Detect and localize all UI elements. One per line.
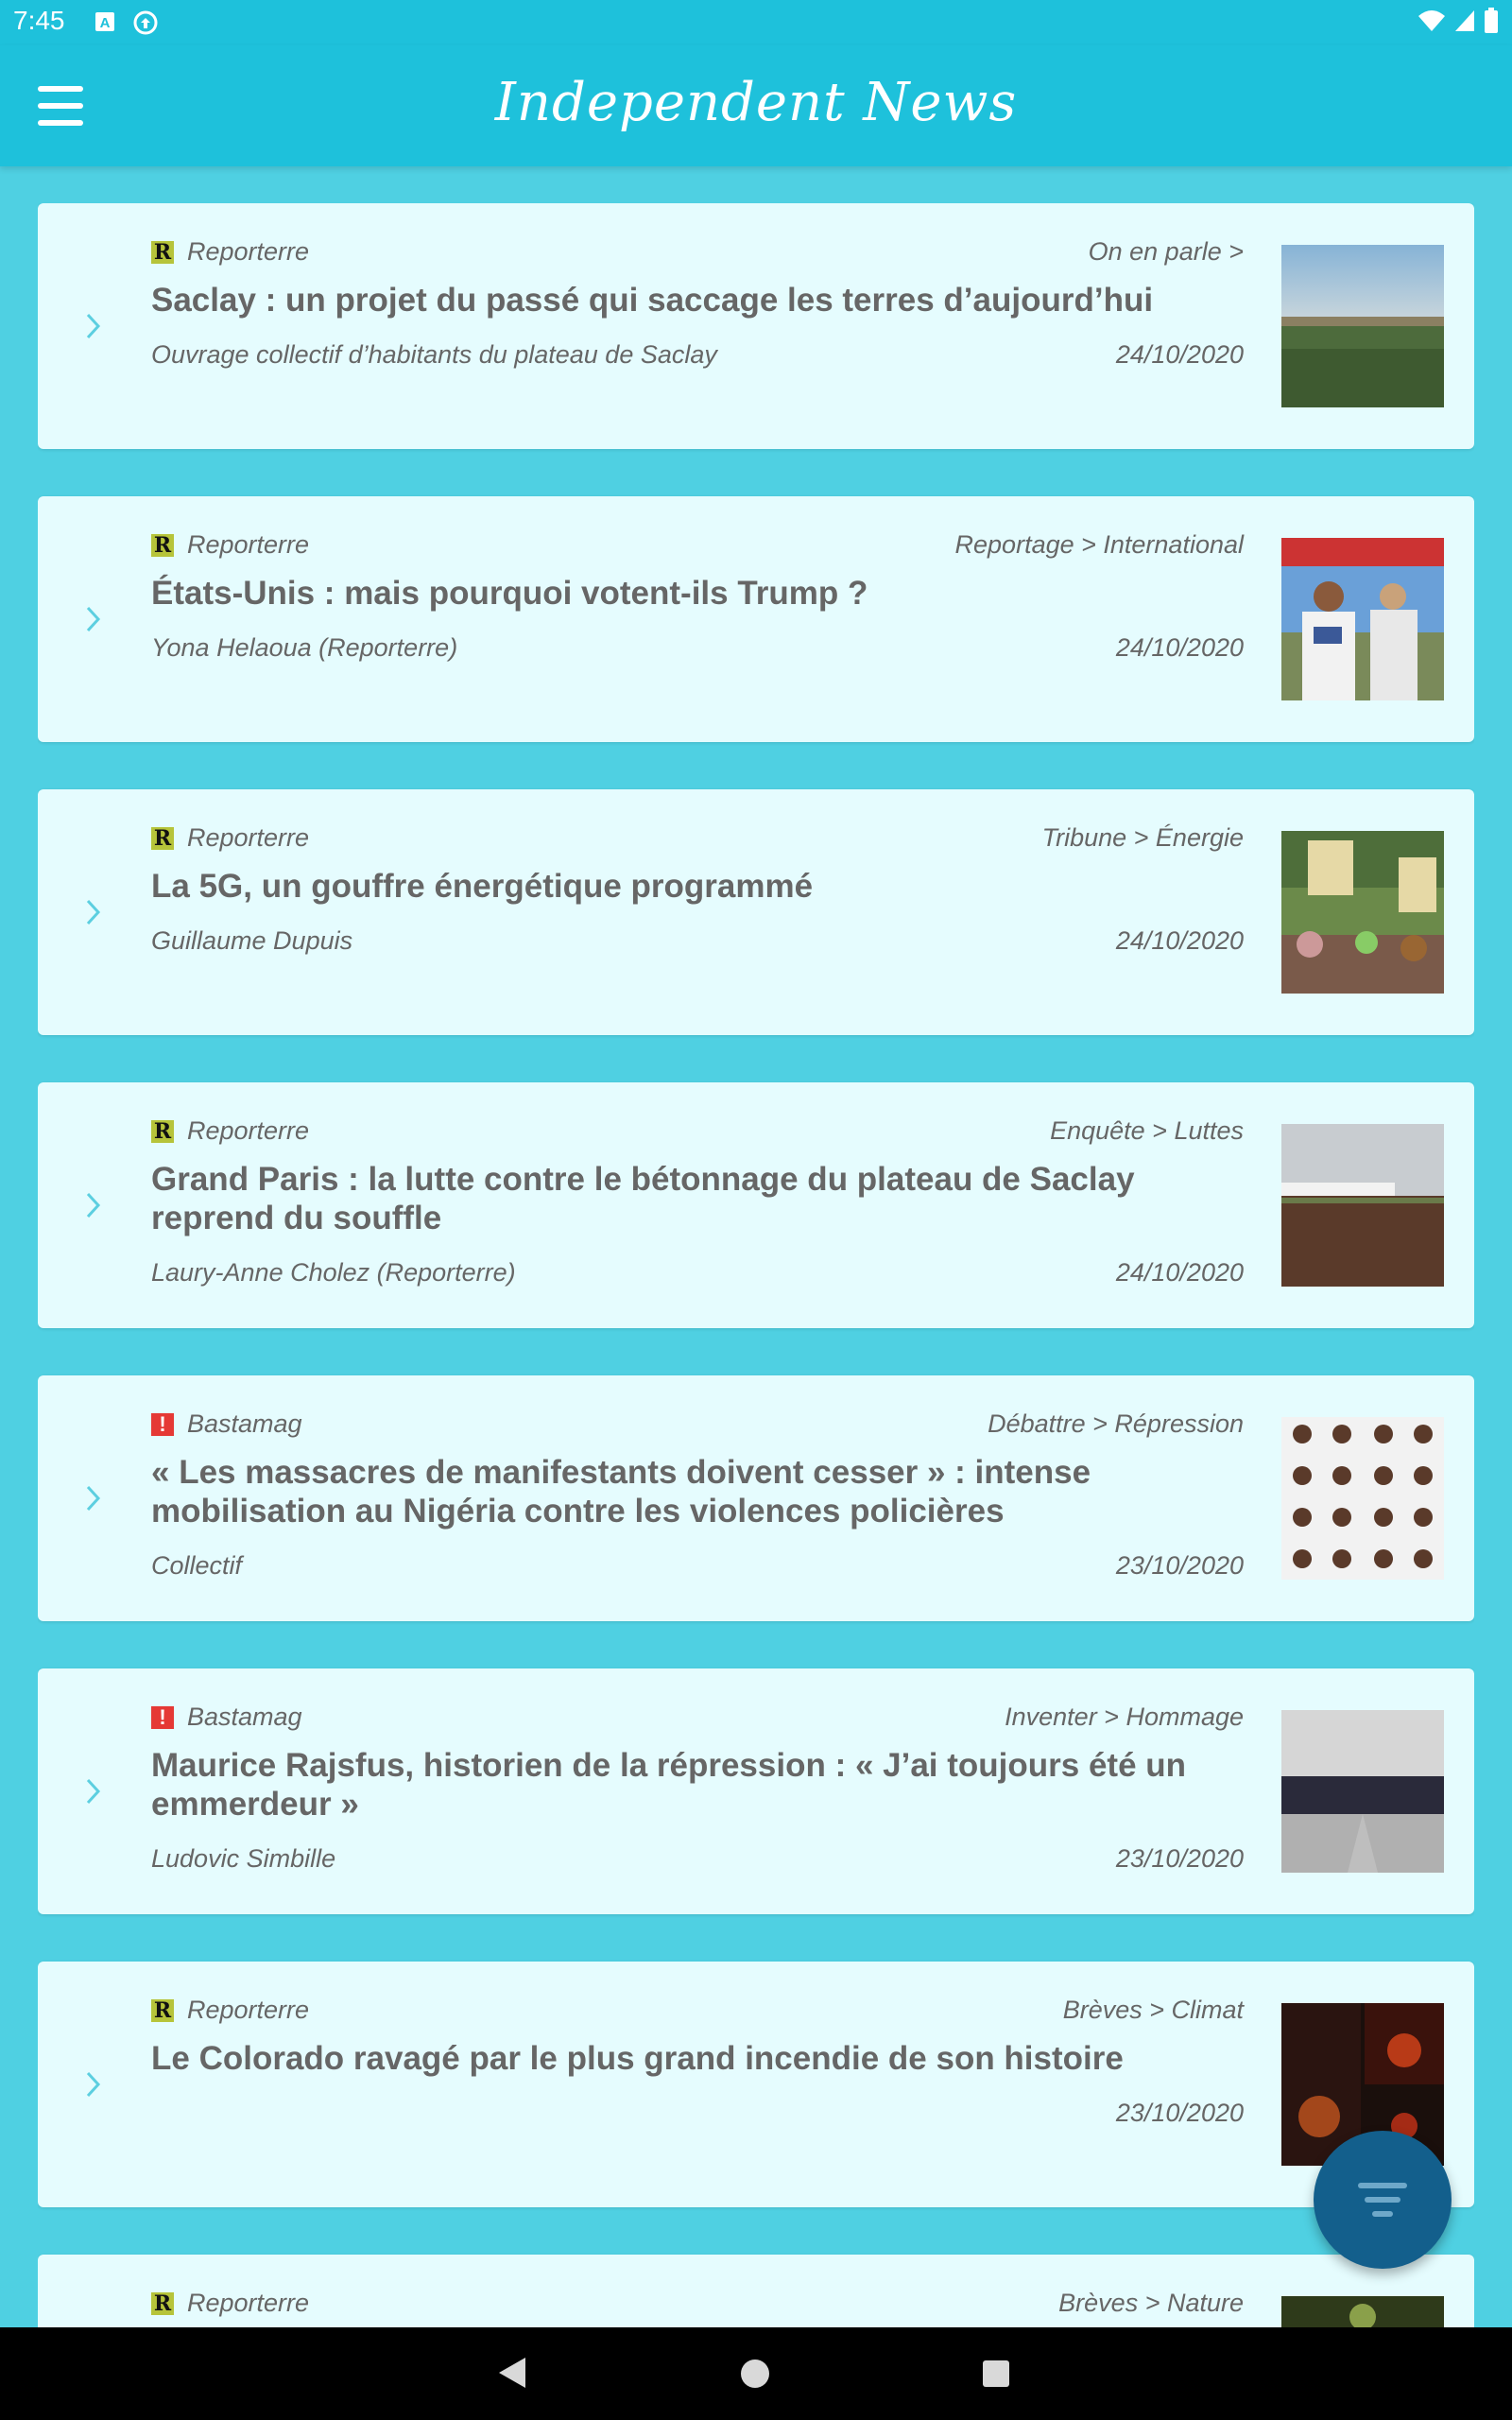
app-bar: Independent News [0,45,1512,166]
reporterre-logo-icon: R [151,1998,174,2022]
article-card[interactable]: R Reporterre Brèves > Climat Le Colorado … [38,1962,1474,2207]
app-title: Independent News [494,72,1018,133]
status-time: 7:45 [13,6,65,35]
article-source: R Reporterre [151,237,309,267]
chevron-right-icon [79,1481,108,1515]
article-thumbnail [1281,1710,1444,1873]
article-author: Laury-Anne Cholez (Reporterre) [151,1258,516,1287]
article-thumbnail [1281,245,1444,407]
article-category[interactable]: Débattre > Répression [988,1409,1244,1438]
sync-icon [132,9,158,35]
article-card[interactable]: ! Bastamag Débattre > Répression « Les ma… [38,1375,1474,1621]
article-date: 23/10/2020 [1115,1551,1244,1580]
bastamag-logo-icon: ! [151,1705,174,1729]
chevron-right-icon [79,1774,108,1808]
article-category[interactable]: Brèves > Nature [1058,2289,1244,2317]
article-author: Collectif [151,1551,243,1580]
source-name: Bastamag [187,1409,302,1438]
signal-icon [1453,9,1476,38]
battery-icon [1484,8,1499,39]
chevron-right-icon [79,602,108,636]
article-category[interactable]: Brèves > Climat [1062,1996,1244,2024]
article-source: R Reporterre [151,1116,309,1146]
reporterre-logo-icon: R [151,1119,174,1143]
article-list[interactable]: R Reporterre On en parle > Saclay : un pr… [38,203,1474,2327]
article-source: ! Bastamag [151,1409,302,1439]
article-category[interactable]: Enquête > Luttes [1050,1116,1244,1145]
article-card[interactable]: R Reporterre Tribune > Énergie La 5G, un … [38,789,1474,1035]
source-name: Reporterre [187,2289,310,2317]
article-title: Grand Paris : la lutte contre le bétonna… [151,1161,1135,1236]
article-category[interactable]: Reportage > International [954,530,1244,559]
article-title: Saclay : un projet du passé qui saccage … [151,282,1154,319]
article-thumbnail [1281,2296,1444,2327]
source-name: Reporterre [187,1116,310,1145]
article-author: Yona Helaoua (Reporterre) [151,633,458,662]
article-card[interactable]: R Reporterre Reportage > International Ét… [38,496,1474,742]
article-thumbnail [1281,1124,1444,1287]
article-date: 24/10/2020 [1115,926,1244,955]
article-date: 24/10/2020 [1115,1258,1244,1287]
source-name: Reporterre [187,237,310,266]
article-category[interactable]: Inventer > Hommage [1005,1703,1244,1731]
article-category[interactable]: Tribune > Énergie [1041,823,1244,852]
article-title: « Les massacres de manifestants doivent … [151,1454,1091,1530]
reporterre-logo-icon: R [151,533,174,557]
article-title: États-Unis : mais pourquoi votent-ils Tr… [151,575,868,612]
reporterre-logo-icon: R [151,826,174,850]
article-card[interactable]: R Reporterre Brèves > Nature [38,2255,1474,2327]
recent-apps-icon[interactable] [983,2360,1009,2387]
article-thumbnail [1281,538,1444,700]
article-card[interactable]: R Reporterre Enquête > Luttes Grand Paris… [38,1082,1474,1328]
article-thumbnail [1281,831,1444,994]
svg-text:A: A [100,15,111,31]
menu-icon[interactable] [34,81,87,130]
article-author: Ludovic Simbille [151,1844,336,1873]
home-icon[interactable] [741,2360,769,2388]
reporterre-logo-icon: R [151,2291,174,2315]
back-icon[interactable] [497,2356,527,2394]
article-title: Le Colorado ravagé par le plus grand inc… [151,2040,1124,2077]
chevron-right-icon [79,1188,108,1222]
article-title: La 5G, un gouffre énergétique programmé [151,868,814,905]
article-date: 24/10/2020 [1115,340,1244,369]
bastamag-logo-icon: ! [151,1412,174,1436]
article-card[interactable]: R Reporterre On en parle > Saclay : un pr… [38,203,1474,449]
chevron-right-icon [79,2067,108,2101]
navigation-bar [0,2327,1512,2420]
keyboard-a-icon: A [93,9,117,34]
article-author: Ouvrage collectif d’habitants du plateau… [151,340,717,369]
status-bar: 7:45 A [0,0,1512,45]
source-name: Bastamag [187,1703,302,1731]
chevron-right-icon [79,895,108,929]
article-card[interactable]: ! Bastamag Inventer > Hommage Maurice Raj… [38,1668,1474,1914]
article-author: Guillaume Dupuis [151,926,353,955]
wifi-icon [1418,9,1446,38]
article-date: 23/10/2020 [1115,1844,1244,1873]
source-name: Reporterre [187,823,310,852]
article-date: 23/10/2020 [1115,2099,1244,2127]
article-source: R Reporterre [151,2289,309,2318]
source-name: Reporterre [187,1996,310,2024]
article-source: R Reporterre [151,530,309,560]
source-name: Reporterre [187,530,310,559]
filter-icon [1358,2183,1407,2188]
article-date: 24/10/2020 [1115,633,1244,662]
reporterre-logo-icon: R [151,240,174,264]
article-category[interactable]: On en parle > [1088,237,1244,266]
chevron-right-icon [79,309,108,343]
article-title: Maurice Rajsfus, historien de la répress… [151,1747,1187,1823]
article-source: R Reporterre [151,1996,309,2025]
filter-button[interactable] [1314,2131,1452,2269]
status-right-icons [1418,8,1499,39]
article-source: ! Bastamag [151,1703,302,1732]
article-source: R Reporterre [151,823,309,853]
article-thumbnail [1281,1417,1444,1580]
